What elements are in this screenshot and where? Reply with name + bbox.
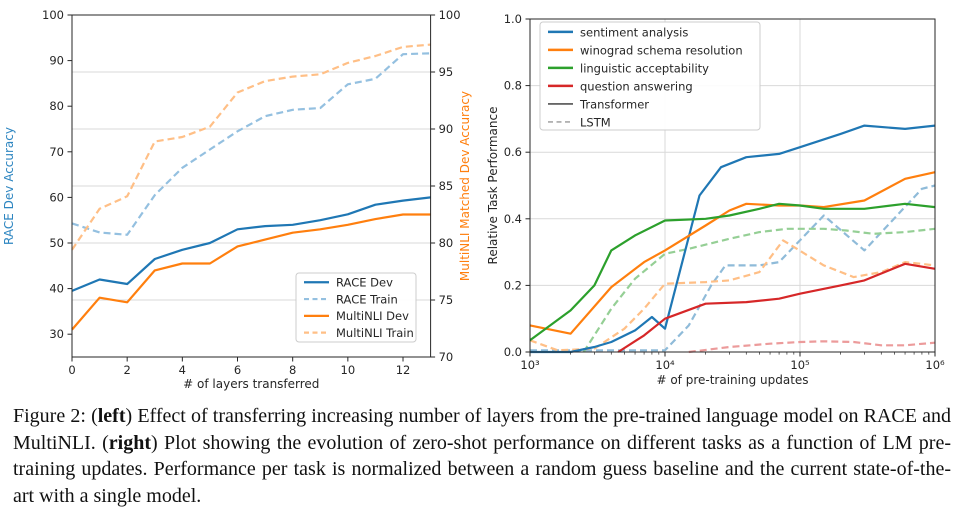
left-ytick-right-95: 95 (439, 65, 454, 79)
caption-text-3: ) Plot showing the evolution of zero-sho… (13, 431, 952, 507)
series-winograd-schema-resolution-lstm (529, 239, 936, 352)
left-ylabel-right: MultiNLI Matched Dev Accuracy (458, 91, 472, 281)
right-ytick-4: 0.8 (504, 79, 522, 93)
right-xtick-2: 10⁵ (790, 358, 810, 372)
right-plot-border (529, 18, 936, 353)
left-ytick-left-80: 80 (49, 99, 64, 113)
right-xlabel: # of pre-training updates (656, 373, 808, 387)
right-legend: sentiment analysis winograd schema resolu… (539, 21, 761, 131)
right-xtick-3: 10⁶ (925, 358, 945, 372)
right-axes: 10³ 10⁴ 10⁵ 10⁶ 0.0 0.2 0.4 0.6 0.8 1.0 (504, 12, 945, 372)
right-ytick-3: 0.6 (504, 145, 522, 159)
left-legend-label-race-dev: RACE Dev (336, 276, 393, 290)
left-legend-label-multinli-dev: MultiNLI Dev (336, 309, 409, 323)
series-sentiment-analysis (530, 124, 936, 354)
caption-bold-left: left (97, 405, 126, 427)
series-sentiment-analysis-lstm (530, 184, 936, 352)
series-question-answering-lstm (688, 340, 936, 354)
series-question-answering (617, 262, 936, 353)
right-legend-label-sentiment-analysis: sentiment analysis (580, 25, 688, 39)
caption-bold-right: right (108, 431, 152, 454)
right-ytick-2: 0.4 (504, 212, 522, 226)
left-ytick-left-60: 60 (49, 190, 64, 204)
right-legend-label-lstm: LSTM (580, 115, 611, 129)
right-ytick-1: 0.2 (504, 278, 522, 292)
left-ytick-right-70: 70 (439, 350, 454, 364)
series-winograd-schema-resolution (529, 171, 936, 335)
figure-caption: Figure 2: (left) Effect of transferring … (13, 403, 951, 509)
right-ytick-5: 1.0 (504, 12, 522, 26)
left-legend-box (295, 272, 417, 343)
left-axes: 0 2 4 6 8 10 12 30 40 50 60 70 80 90 100 70 75 80 85 90 95 10… (42, 8, 461, 377)
left-xtick-2: 2 (124, 363, 131, 377)
left-ytick-left-70: 70 (49, 145, 64, 159)
left-legend-label-race-train: RACE Train (336, 292, 398, 306)
left-ytick-left-100: 100 (42, 8, 64, 22)
left-ytick-right-85: 85 (439, 179, 454, 193)
right-chart-pretraining-updates: 10³ 10⁴ 10⁵ 10⁶ 0.0 0.2 0.4 0.6 0.8 1.0 # of pre-t… (486, 12, 945, 387)
right-ytick-0: 0.0 (504, 345, 522, 359)
right-ylabel: Relative Task Performance (486, 107, 500, 265)
left-xlabel: # of layers transferred (183, 377, 319, 391)
left-xtick-4: 4 (179, 363, 186, 377)
left-gridlines (72, 71, 431, 301)
right-xtick-0: 10³ (520, 358, 540, 372)
left-ytick-right-75: 75 (439, 293, 454, 307)
right-legend-label-question-answering: question answering (580, 79, 693, 93)
left-xtick-10: 10 (341, 363, 356, 377)
left-xtick-0: 0 (68, 363, 75, 377)
left-ytick-right-80: 80 (439, 236, 454, 250)
series-multinli-train (71, 43, 431, 251)
series-race-train (71, 52, 431, 236)
right-legend-box (539, 21, 761, 131)
left-chart-layers-transferred: 0 2 4 6 8 10 12 30 40 50 60 70 80 90 100 70 75 80 85 90 95 10… (2, 8, 472, 391)
left-ytick-left-40: 40 (49, 282, 64, 296)
right-xtick-1: 10⁴ (655, 358, 675, 372)
series-linguistic-acceptability (529, 202, 936, 342)
left-xtick-6: 6 (234, 363, 241, 377)
series-multinli-dev (71, 213, 431, 331)
left-legend: RACE Dev RACE Train MultiNLI Dev MultiNLI T… (295, 272, 417, 343)
right-legend-label-winograd-schema-resolution: winograd schema resolution (580, 43, 743, 57)
left-ytick-right-90: 90 (439, 122, 454, 136)
left-series (71, 43, 431, 331)
left-ylabel: RACE Dev Accuracy (2, 127, 16, 245)
left-legend-label-multinli-train: MultiNLI Train (336, 326, 414, 340)
left-ytick-left-90: 90 (49, 54, 64, 68)
right-series (529, 124, 936, 354)
caption-text-2: ) Effect of transferring increasing numb… (13, 405, 951, 454)
series-race-dev (71, 196, 431, 292)
series-linguistic-acceptability-lstm (582, 227, 936, 353)
caption-text-1: Figure 2: ( (13, 405, 98, 427)
left-xtick-8: 8 (289, 363, 296, 377)
left-ytick-right-100: 100 (439, 8, 461, 22)
right-legend-label-linguistic-acceptability: linguistic acceptability (580, 61, 709, 75)
left-ytick-left-50: 50 (49, 236, 64, 250)
right-legend-label-transformer: Transformer (579, 97, 649, 111)
left-xtick-12: 12 (396, 363, 411, 377)
left-ytick-left-30: 30 (49, 327, 64, 341)
